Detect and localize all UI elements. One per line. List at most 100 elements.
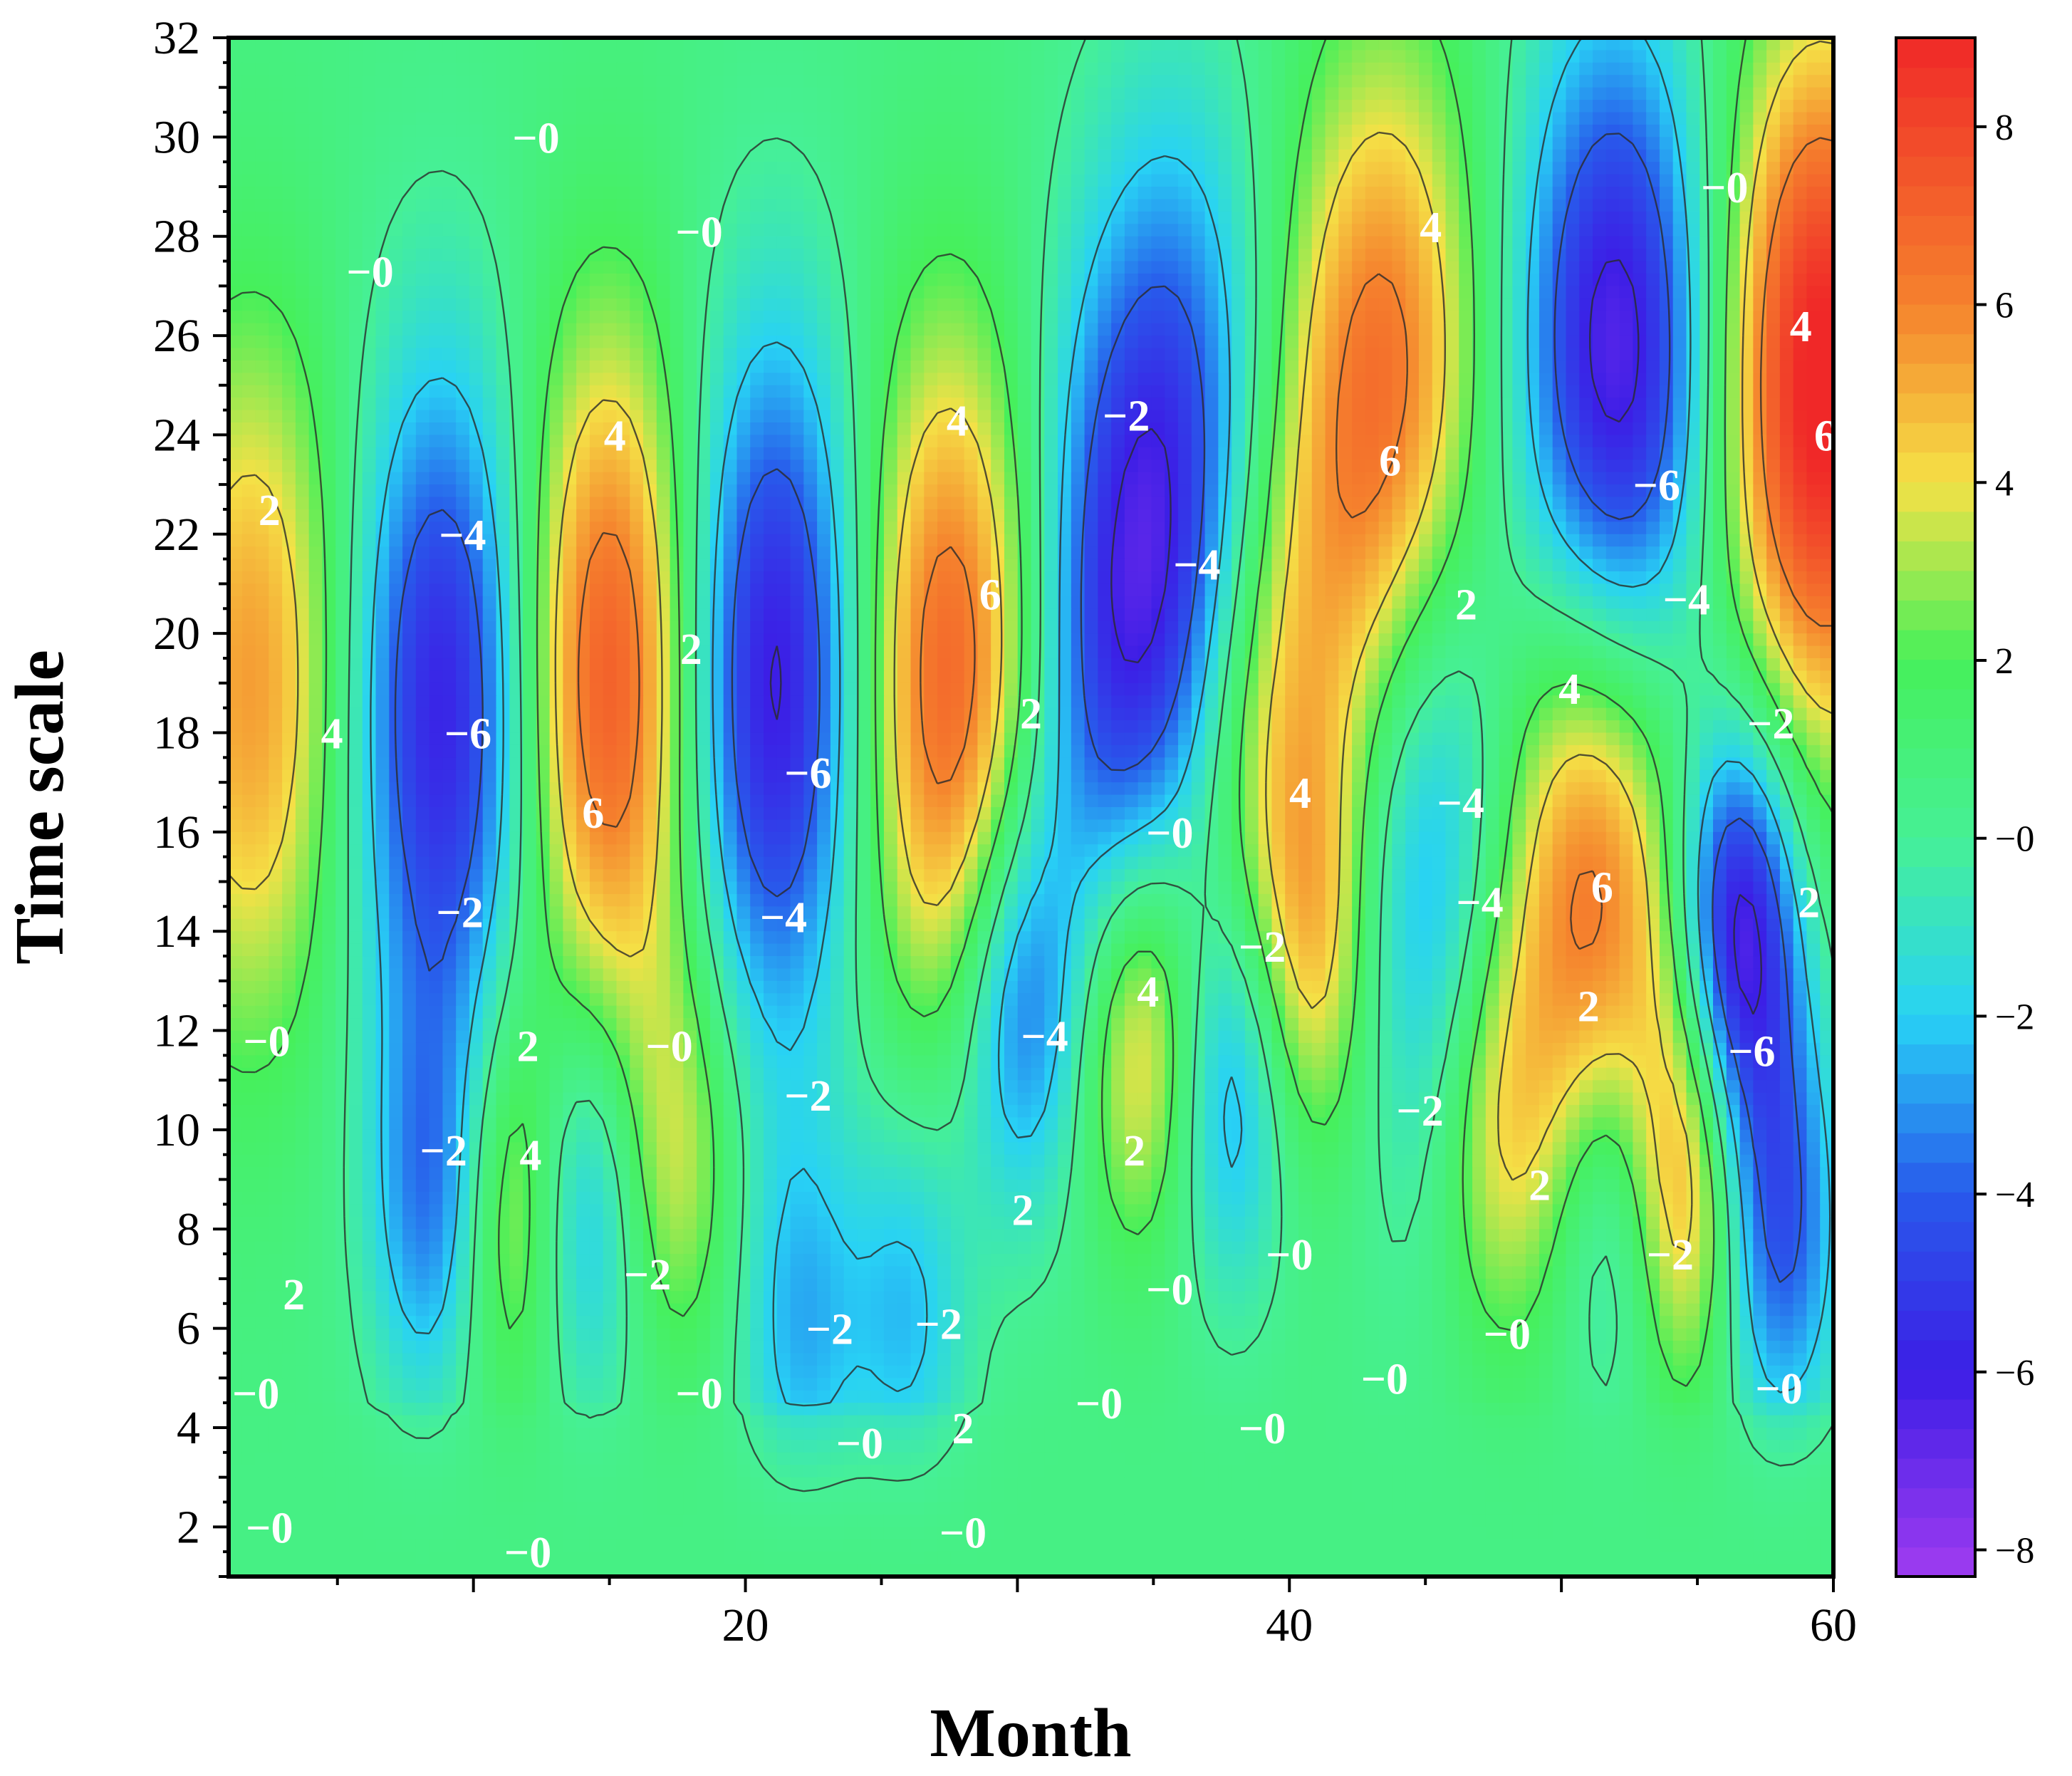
- heatmap-cell: [723, 62, 738, 76]
- heatmap-cell: [1820, 286, 1833, 299]
- heatmap-cell: [255, 373, 270, 386]
- heatmap-cell: [709, 459, 724, 473]
- heatmap-cell: [1271, 410, 1286, 423]
- heatmap-cell: [1151, 286, 1166, 299]
- heatmap-cell: [1753, 174, 1767, 187]
- heatmap-cell: [375, 435, 390, 448]
- heatmap-cell: [1285, 224, 1299, 237]
- heatmap-cell: [1793, 459, 1808, 473]
- heatmap-cell: [723, 311, 738, 324]
- heatmap-cell: [830, 521, 845, 535]
- heatmap-cell: [469, 336, 484, 349]
- heatmap-cell: [1418, 87, 1433, 100]
- heatmap-cell: [817, 149, 831, 162]
- heatmap-cell: [282, 62, 296, 76]
- heatmap-cell: [950, 199, 965, 212]
- heatmap-cell: [348, 174, 363, 187]
- heatmap-cell: [402, 447, 417, 461]
- heatmap-cell: [1699, 273, 1714, 287]
- heatmap-cell: [1713, 100, 1727, 113]
- heatmap-cell: [1311, 534, 1326, 547]
- heatmap-cell: [937, 534, 952, 547]
- heatmap-cell: [1044, 38, 1058, 51]
- heatmap-cell: [1633, 236, 1647, 249]
- heatmap-cell: [496, 87, 511, 100]
- heatmap-cell: [375, 336, 390, 349]
- heatmap-cell: [1098, 497, 1112, 510]
- heatmap-cell: [790, 249, 805, 262]
- heatmap-cell: [843, 435, 858, 448]
- heatmap-cell: [1686, 521, 1701, 535]
- heatmap-cell: [843, 273, 858, 287]
- heatmap-cell: [429, 348, 444, 361]
- heatmap-cell: [603, 348, 618, 361]
- heatmap-cell: [335, 124, 350, 138]
- heatmap-cell: [857, 149, 871, 162]
- heatmap-cell: [456, 311, 470, 324]
- heatmap-cell: [1191, 323, 1206, 336]
- heatmap-cell: [469, 261, 484, 274]
- heatmap-cell: [790, 187, 805, 200]
- heatmap-cell: [683, 336, 697, 349]
- heatmap-cell: [1472, 472, 1487, 485]
- heatmap-cell: [1031, 174, 1046, 187]
- heatmap-cell: [1753, 112, 1767, 125]
- heatmap-cell: [1766, 50, 1781, 63]
- heatmap-cell: [295, 249, 310, 262]
- heatmap-cell: [1285, 187, 1299, 200]
- heatmap-cell: [1071, 224, 1086, 237]
- heatmap-cell: [1124, 236, 1139, 249]
- heatmap-cell: [348, 87, 363, 100]
- heatmap-cell: [1232, 447, 1246, 461]
- heatmap-cell: [870, 149, 885, 162]
- heatmap-cell: [1191, 273, 1206, 287]
- heatmap-cell: [709, 199, 724, 212]
- heatmap-cell: [709, 87, 724, 100]
- heatmap-cell: [1806, 298, 1821, 312]
- heatmap-cell: [402, 385, 417, 398]
- heatmap-cell: [335, 348, 350, 361]
- heatmap-cell: [456, 422, 470, 436]
- heatmap-cell: [1619, 323, 1634, 336]
- heatmap-cell: [1659, 62, 1674, 76]
- heatmap-cell: [1044, 100, 1058, 113]
- heatmap-cell: [1646, 410, 1660, 423]
- heatmap-cell: [1445, 484, 1460, 498]
- heatmap-cell: [1325, 224, 1340, 237]
- heatmap-cell: [897, 38, 912, 51]
- heatmap-cell: [1298, 199, 1313, 212]
- heatmap-cell: [910, 336, 925, 349]
- heatmap-cell: [1699, 521, 1714, 535]
- heatmap-cell: [910, 124, 925, 138]
- heatmap-cell: [1352, 124, 1366, 138]
- heatmap-cell: [1071, 236, 1086, 249]
- heatmap-cell: [1058, 484, 1072, 498]
- heatmap-cell: [255, 112, 270, 125]
- heatmap-cell: [375, 348, 390, 361]
- heatmap-cell: [348, 149, 363, 162]
- heatmap-cell: [1485, 472, 1500, 485]
- heatmap-cell: [469, 447, 484, 461]
- heatmap-cell: [523, 298, 537, 312]
- heatmap-cell: [1539, 261, 1553, 274]
- heatmap-cell: [322, 459, 336, 473]
- heatmap-cell: [1178, 87, 1192, 100]
- heatmap-cell: [1766, 348, 1781, 361]
- heatmap-cell: [1165, 497, 1179, 510]
- heatmap-cell: [1392, 100, 1406, 113]
- heatmap-cell: [1633, 435, 1647, 448]
- heatmap-cell: [536, 174, 551, 187]
- heatmap-cell: [576, 398, 590, 411]
- heatmap-cell: [509, 75, 524, 88]
- heatmap-cell: [255, 174, 270, 187]
- heatmap-cell: [1526, 75, 1540, 88]
- heatmap-cell: [335, 100, 350, 113]
- heatmap-cell: [924, 62, 938, 76]
- heatmap-cell: [1071, 249, 1086, 262]
- heatmap-cell: [670, 311, 684, 324]
- heatmap-cell: [830, 224, 845, 237]
- heatmap-cell: [1793, 447, 1808, 461]
- heatmap-cell: [924, 398, 938, 411]
- heatmap-cell: [1165, 323, 1179, 336]
- heatmap-cell: [897, 187, 912, 200]
